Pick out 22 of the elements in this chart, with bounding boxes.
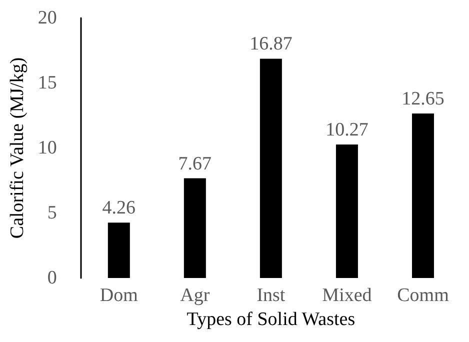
x-tick-label: Agr	[180, 285, 210, 306]
x-axis-title: Types of Solid Wastes	[186, 308, 356, 330]
x-tick-label: Mixed	[322, 285, 372, 306]
bar	[336, 144, 358, 278]
bar	[108, 222, 130, 278]
bar	[184, 178, 206, 278]
y-axis-title: Calorific Value (MJ/kg)	[7, 57, 28, 239]
data-label: 12.65	[402, 88, 444, 110]
y-tick-label: 20	[38, 8, 57, 28]
data-label: 16.87	[250, 34, 292, 55]
y-tick-label: 0	[47, 268, 57, 288]
bar	[412, 114, 434, 278]
y-tick-label: 15	[38, 72, 57, 94]
bar	[260, 58, 282, 278]
data-label: 4.26	[102, 198, 136, 219]
x-tick-label: Comm	[397, 285, 450, 306]
x-tick-label: Dom	[100, 285, 138, 306]
y-tick-label: 10	[38, 138, 57, 158]
data-label: 7.67	[178, 153, 212, 174]
x-tick-label: Inst	[256, 285, 286, 306]
data-label: 10.27	[326, 119, 368, 140]
y-tick-label: 5	[47, 202, 57, 224]
